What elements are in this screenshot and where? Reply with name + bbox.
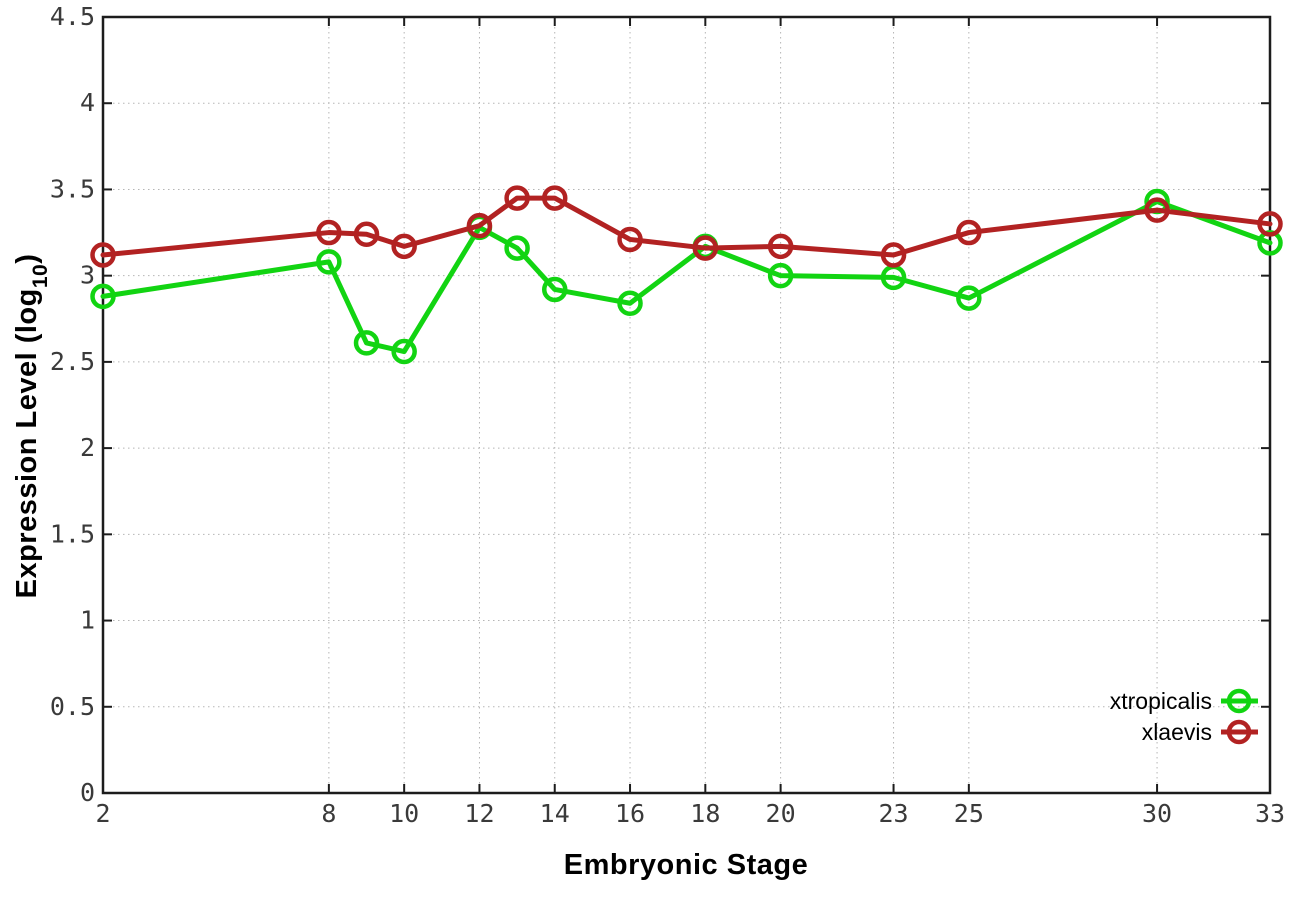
y-tick-label: 1 xyxy=(80,606,95,635)
data-point-xlaevis xyxy=(504,185,530,211)
x-tick-label: 23 xyxy=(878,799,908,828)
plot-border xyxy=(101,15,1272,795)
data-point-xtropicalis xyxy=(353,330,380,356)
data-point-xlaevis xyxy=(956,219,982,246)
legend-label-xlaevis: xlaevis xyxy=(1142,719,1212,745)
data-point-xlaevis xyxy=(90,242,116,268)
x-tick-label: 20 xyxy=(766,799,796,828)
data-point-xlaevis xyxy=(316,219,342,246)
data-point-xlaevis xyxy=(692,235,719,261)
legend-marker-xlaevis xyxy=(1226,719,1252,745)
y-tick-label: 2 xyxy=(80,433,95,462)
y-tick-label: 4.5 xyxy=(50,2,95,31)
data-point-xlaevis xyxy=(617,226,643,253)
series-line-xtropicalis xyxy=(100,199,1273,355)
y-axis-title: Expression Level (log10) xyxy=(11,253,52,599)
x-tick-label: 30 xyxy=(1142,799,1172,828)
x-tick-label: 16 xyxy=(615,799,645,828)
data-point-xtropicalis xyxy=(391,338,417,365)
y-axis-title-text: Expression Level (log xyxy=(11,288,44,599)
x-tick-label: 2 xyxy=(95,799,110,828)
y-tick-label: 3.5 xyxy=(50,174,95,203)
x-tick-label: 14 xyxy=(540,799,570,828)
data-point-xtropicalis xyxy=(617,290,643,317)
y-tick-label: 0.5 xyxy=(50,692,95,721)
data-point-xlaevis xyxy=(541,185,568,211)
data-point-xlaevis xyxy=(391,233,417,260)
data-point-xlaevis xyxy=(767,233,794,260)
x-axis-title: Embryonic Stage xyxy=(563,849,809,881)
data-point-xlaevis xyxy=(353,221,380,248)
x-tick-label: 33 xyxy=(1255,799,1285,828)
legend-marker-xtropicalis xyxy=(1226,688,1252,714)
data-point-xtropicalis xyxy=(90,283,116,310)
y-tick-label: 2.5 xyxy=(50,347,95,376)
y-tick-label: 3 xyxy=(80,261,95,290)
data-point-xlaevis xyxy=(466,212,493,239)
y-tick-label: 0 xyxy=(80,778,95,807)
x-tick-label: 25 xyxy=(954,799,984,828)
y-axis-title-close: ) xyxy=(11,253,44,264)
series-line-xlaevis xyxy=(100,195,1273,258)
data-point-xtropicalis xyxy=(956,285,982,311)
x-tick-label: 18 xyxy=(690,799,720,828)
data-point-xlaevis xyxy=(1257,211,1283,237)
y-axis-title-subscript: 10 xyxy=(28,263,52,289)
legend-label-xtropicalis: xtropicalis xyxy=(1110,688,1212,714)
data-point-xtropicalis xyxy=(767,262,794,289)
x-tick-label: 12 xyxy=(464,799,494,828)
data-point-xlaevis xyxy=(880,242,907,268)
data-point-xtropicalis xyxy=(504,235,530,261)
x-tick-label: 8 xyxy=(321,799,336,828)
y-tick-label: 1.5 xyxy=(50,519,95,548)
data-point-xtropicalis xyxy=(316,249,342,275)
x-tick-label: 10 xyxy=(389,799,419,828)
data-point-xtropicalis xyxy=(541,276,568,303)
y-tick-label: 4 xyxy=(80,88,95,117)
data-point-xlaevis xyxy=(1144,197,1170,223)
